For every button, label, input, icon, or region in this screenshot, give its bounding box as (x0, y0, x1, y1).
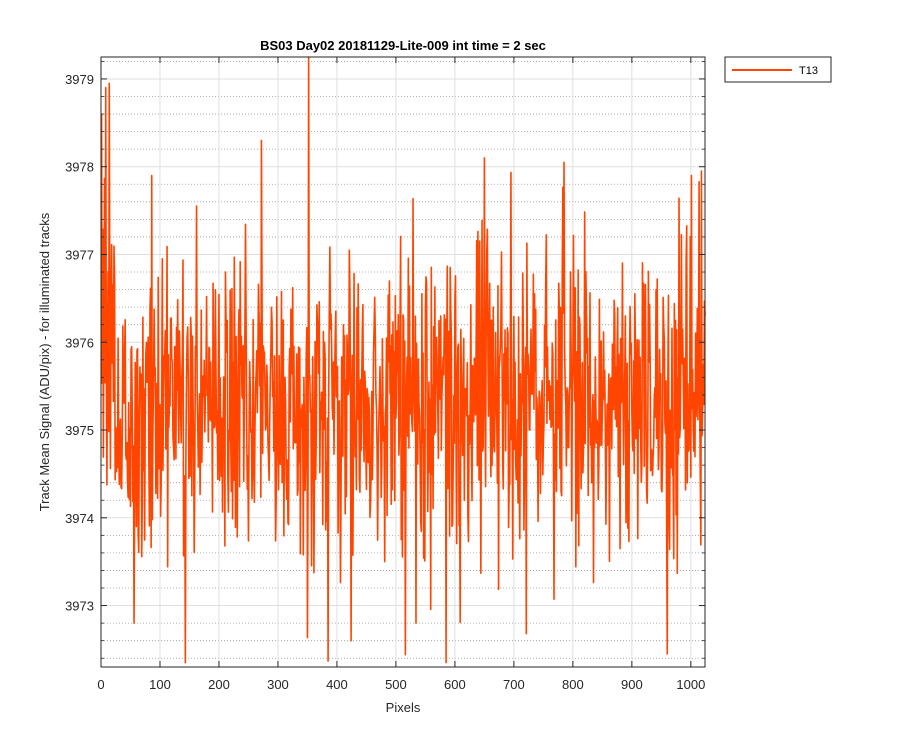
legend-label-t13: T13 (799, 65, 818, 77)
x-tick-label: 0 (97, 677, 104, 692)
legend[interactable]: T13 (724, 56, 832, 83)
y-tick-label: 3973 (65, 599, 94, 614)
plot-frame (100, 56, 706, 668)
x-tick-label: 200 (208, 677, 230, 692)
x-tick-label: 500 (385, 677, 407, 692)
y-tick-label: 3976 (65, 335, 94, 350)
y-tick-label: 3974 (65, 511, 94, 526)
x-tick-label: 600 (444, 677, 466, 692)
x-axis-label: Pixels (386, 700, 421, 715)
x-tick-label: 900 (621, 677, 643, 692)
x-tick-label: 1000 (676, 677, 705, 692)
y-tick-label: 3978 (65, 160, 94, 175)
x-tick-label: 300 (267, 677, 289, 692)
ticks: 0 100 200 300 400 500 600 700 800 900 1000 3973 3974… (65, 57, 705, 692)
y-tick-label: 3975 (65, 423, 94, 438)
series-line-t13 (100, 56, 706, 664)
x-tick-label: 100 (149, 677, 171, 692)
chart-title: BS03 Day02 20181129-Lite-009 int time = … (260, 38, 546, 53)
x-tick-label: 700 (503, 677, 525, 692)
x-tick-label: 800 (562, 677, 584, 692)
series-layer (100, 56, 706, 664)
y-tick-label: 3977 (65, 247, 94, 262)
y-axis-label: Track Mean Signal (ADU/pix) - for illumi… (37, 212, 52, 511)
y-tick-label: 3979 (65, 72, 94, 87)
x-tick-label: 400 (326, 677, 348, 692)
